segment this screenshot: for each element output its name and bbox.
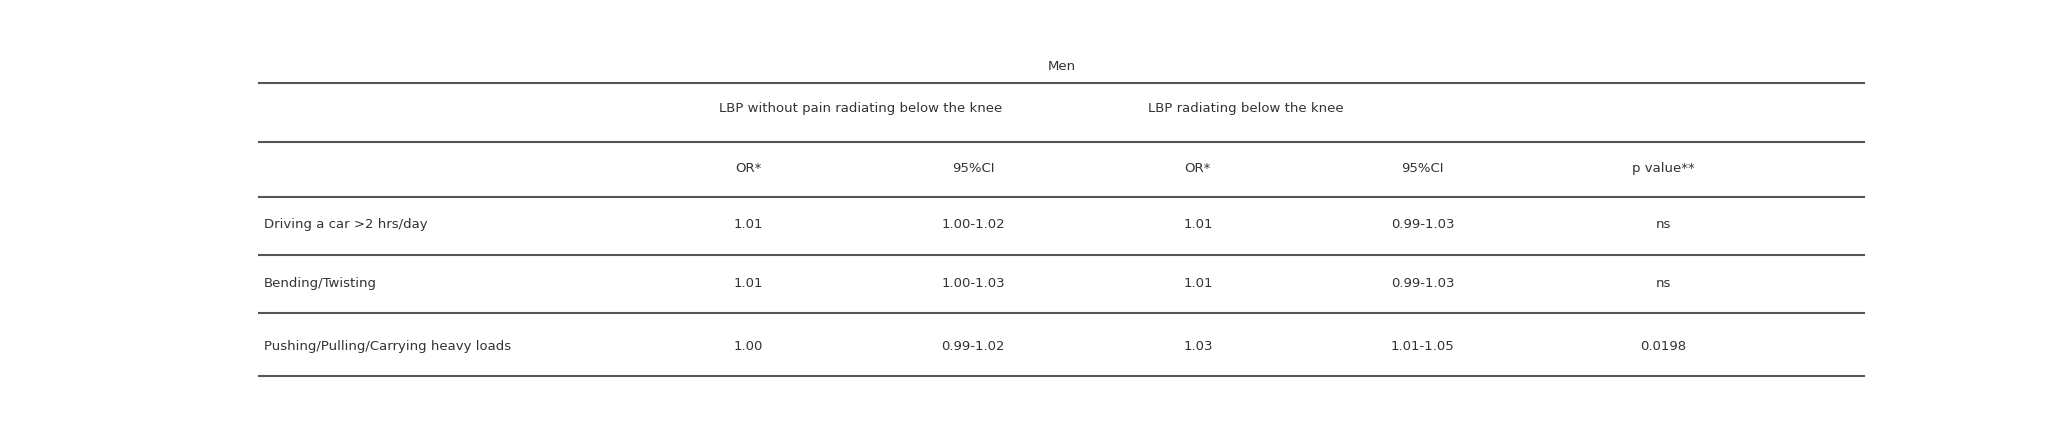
Text: Driving a car >2 hrs/day: Driving a car >2 hrs/day bbox=[263, 218, 427, 231]
Text: 1.01-1.05: 1.01-1.05 bbox=[1390, 340, 1454, 353]
Text: 1.00-1.02: 1.00-1.02 bbox=[942, 218, 1004, 231]
Text: 1.00: 1.00 bbox=[733, 340, 762, 353]
Text: 0.99-1.03: 0.99-1.03 bbox=[1392, 218, 1454, 231]
Text: LBP radiating below the knee: LBP radiating below the knee bbox=[1147, 102, 1344, 115]
Text: p value**: p value** bbox=[1632, 162, 1694, 175]
Text: 95%CI: 95%CI bbox=[1402, 162, 1443, 175]
Text: 1.00-1.03: 1.00-1.03 bbox=[942, 276, 1004, 289]
Text: 0.0198: 0.0198 bbox=[1640, 340, 1686, 353]
Text: 0.99-1.02: 0.99-1.02 bbox=[942, 340, 1004, 353]
Text: OR*: OR* bbox=[735, 162, 762, 175]
Text: 1.01: 1.01 bbox=[1183, 276, 1212, 289]
Text: 1.01: 1.01 bbox=[733, 218, 762, 231]
Text: Pushing/Pulling/Carrying heavy loads: Pushing/Pulling/Carrying heavy loads bbox=[263, 340, 512, 353]
Text: 0.99-1.03: 0.99-1.03 bbox=[1392, 276, 1454, 289]
Text: 1.01: 1.01 bbox=[733, 276, 762, 289]
Text: LBP without pain radiating below the knee: LBP without pain radiating below the kne… bbox=[719, 102, 1002, 115]
Text: 1.03: 1.03 bbox=[1183, 340, 1212, 353]
Text: ns: ns bbox=[1655, 276, 1671, 289]
Text: 1.01: 1.01 bbox=[1183, 218, 1212, 231]
Text: Bending/Twisting: Bending/Twisting bbox=[263, 276, 377, 289]
Text: ns: ns bbox=[1655, 218, 1671, 231]
Text: OR*: OR* bbox=[1185, 162, 1212, 175]
Text: 95%CI: 95%CI bbox=[953, 162, 994, 175]
Text: Men: Men bbox=[1048, 60, 1075, 73]
